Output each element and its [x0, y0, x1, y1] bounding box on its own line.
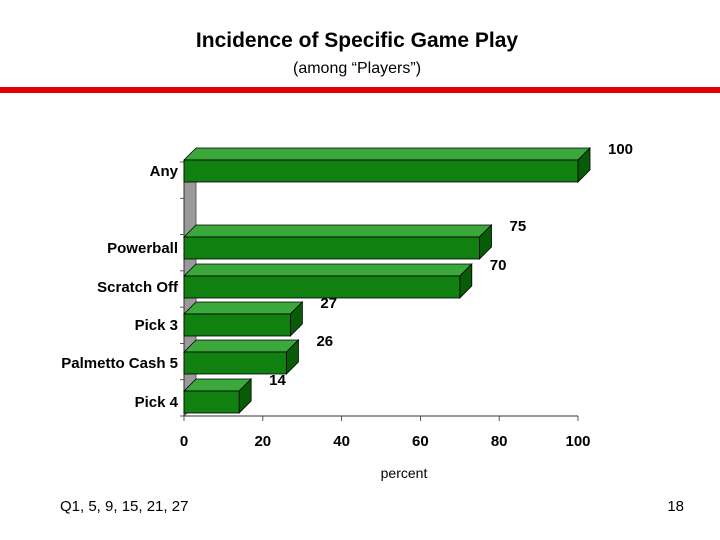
bar-top-face [183, 339, 300, 353]
page-number: 18 [667, 498, 684, 515]
slide-title: Incidence of Specific Game Play [195, 29, 519, 52]
footnote: Q1, 5, 9, 15, 21, 27 [60, 498, 189, 515]
x-tick-label: 0 [180, 433, 188, 450]
x-tick-label: 100 [565, 433, 590, 450]
bar [183, 351, 287, 375]
bar-top-face [183, 301, 304, 315]
bar-top-face [183, 224, 493, 238]
data-label: 100 [608, 141, 633, 158]
data-label: 70 [490, 257, 507, 274]
category-label: Pick 3 [135, 317, 178, 334]
x-tick-label: 20 [254, 433, 271, 450]
bar-top-face [183, 263, 473, 277]
bar [183, 236, 480, 260]
bar [183, 275, 461, 299]
x-tick-label: 60 [412, 433, 429, 450]
category-label: Scratch Off [97, 279, 179, 296]
category-label: Palmetto Cash 5 [61, 355, 178, 372]
slide-subtitle: (among “Players”) [292, 60, 422, 77]
bar [183, 159, 579, 183]
bar [183, 313, 291, 337]
bar [183, 390, 240, 414]
category-label: Pick 4 [135, 394, 179, 411]
data-label: 14 [269, 372, 286, 389]
x-tick-label: 80 [491, 433, 508, 450]
data-label: 75 [510, 218, 527, 235]
data-label: 26 [316, 333, 333, 350]
data-label: 27 [320, 295, 337, 312]
category-label: Any [150, 163, 179, 180]
bar-top-face [183, 147, 591, 161]
accent-rule [0, 87, 720, 93]
x-axis-title: percent [381, 465, 428, 481]
category-label: Powerball [107, 240, 178, 257]
x-tick-label: 40 [333, 433, 350, 450]
